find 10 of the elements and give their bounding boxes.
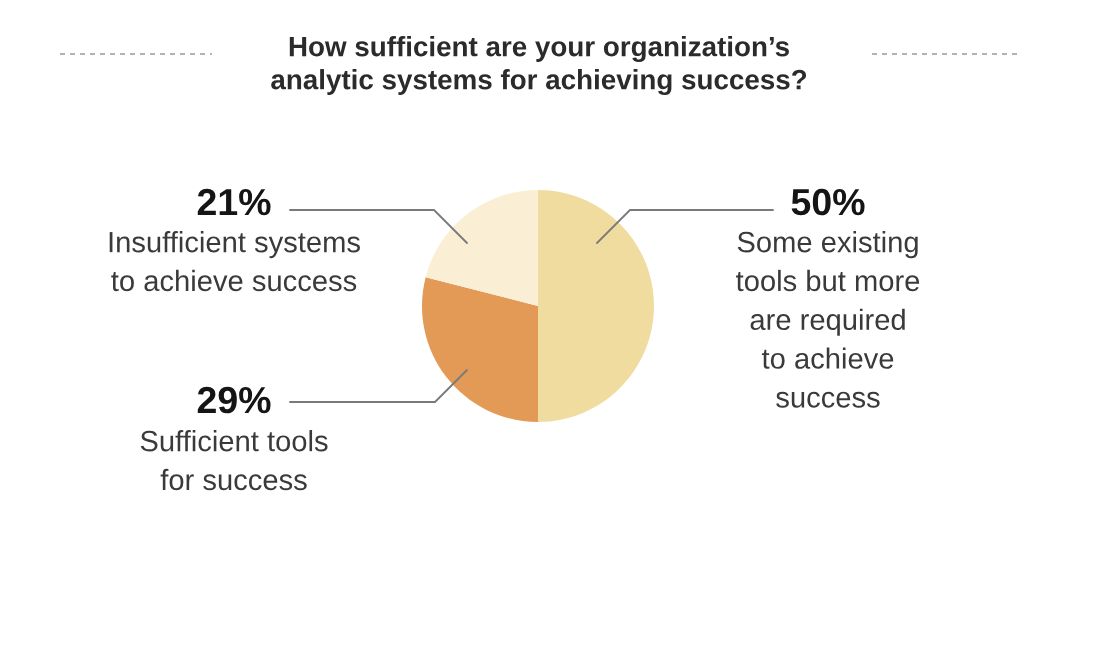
data-label: 50% <box>791 188 865 216</box>
slice-label: Some existing tools but more are required to achieve success <box>736 231 920 408</box>
pie-slice <box>538 190 654 422</box>
chart-title: How sufficient are your organization’s analytic systems for achieving success? <box>271 36 807 96</box>
slice-label: Sufficient tools for success <box>140 430 328 491</box>
slice-label: Insufficient systems to achieve success <box>109 231 360 292</box>
pie-slice <box>422 277 538 422</box>
pie-slice <box>425 190 538 306</box>
data-label: 21% <box>197 188 271 216</box>
data-label: 29% <box>197 386 271 414</box>
